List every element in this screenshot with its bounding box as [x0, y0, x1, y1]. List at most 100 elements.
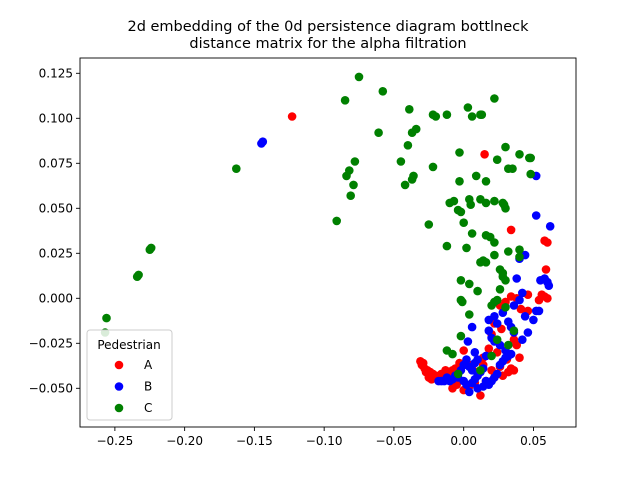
data-point [442, 241, 452, 251]
data-point [515, 295, 524, 305]
data-point [459, 346, 469, 355]
data-point [518, 288, 527, 298]
data-point [396, 157, 406, 166]
legend-marker [114, 382, 124, 391]
data-point [512, 340, 521, 350]
legend-box [86, 329, 173, 421]
data-point [439, 376, 449, 386]
data-point [490, 94, 499, 103]
data-point [499, 200, 509, 209]
data-point [346, 191, 356, 200]
data-point [490, 250, 499, 260]
data-point [484, 344, 494, 354]
data-point [449, 196, 459, 206]
data-point [354, 72, 364, 82]
data-point [458, 297, 467, 307]
data-point [342, 171, 351, 181]
legend-entry-A: A [114, 358, 153, 372]
data-point [403, 141, 413, 150]
data-point [492, 335, 502, 345]
data-point [466, 200, 476, 209]
data-point [480, 150, 489, 159]
data-point [340, 96, 350, 105]
legend-entries: ABC [114, 358, 153, 415]
data-point [516, 304, 526, 314]
data-point [455, 148, 464, 157]
data-point [492, 319, 502, 328]
data-point [544, 281, 554, 291]
y-axis: −0.050 −0.025 0.000 0.025 0.050 0.075 0.100 0.1… [29, 66, 80, 395]
data-point [442, 110, 452, 119]
data-point [504, 351, 513, 361]
data-point [495, 285, 505, 294]
data-point [504, 247, 513, 256]
data-point [515, 353, 524, 363]
data-point [543, 294, 552, 303]
data-point [258, 137, 268, 146]
legend-marker [114, 360, 124, 370]
data-point [476, 391, 485, 400]
y-tick-label: 0.000 [39, 291, 73, 305]
data-point [448, 384, 457, 393]
data-point [509, 366, 519, 375]
y-tick-label: 0.075 [39, 156, 73, 170]
y-tick-label: 0.025 [39, 246, 73, 260]
data-point [473, 286, 482, 296]
data-point [470, 348, 480, 357]
data-point [529, 315, 538, 325]
plot-area-points [100, 72, 555, 400]
data-point [501, 303, 510, 312]
y-tick-label: 0.125 [39, 66, 73, 80]
data-point [531, 211, 541, 220]
legend-title: Pedestrian [97, 338, 160, 352]
data-point [465, 387, 474, 397]
data-point [442, 346, 452, 355]
data-point [523, 328, 533, 337]
chart-title: 2d embedding of the 0d persistence diagr… [127, 19, 529, 52]
data-point [477, 110, 487, 119]
data-point [487, 351, 496, 361]
y-tick-label: −0.025 [29, 336, 73, 350]
legend-entry-B: B [114, 380, 152, 394]
data-point [456, 331, 466, 341]
data-point [102, 313, 111, 323]
x-tick-label: 0.00 [450, 434, 477, 448]
data-point [481, 177, 491, 186]
data-point [545, 222, 555, 231]
data-point [515, 245, 524, 254]
data-point [481, 198, 491, 208]
data-point [508, 164, 517, 173]
data-point [543, 238, 552, 247]
data-point [484, 315, 494, 325]
x-tick-label: 0.05 [520, 434, 547, 448]
y-tick-label: 0.050 [39, 201, 73, 215]
data-point [476, 366, 485, 375]
data-point [515, 150, 524, 159]
data-point [424, 220, 434, 229]
data-point [332, 216, 342, 226]
series-B [257, 137, 555, 397]
data-point [378, 87, 388, 96]
data-point [534, 295, 544, 305]
data-point [487, 301, 496, 310]
data-point [418, 358, 428, 368]
data-point [492, 369, 502, 379]
data-point [431, 112, 441, 121]
data-point [465, 310, 474, 319]
data-point [428, 162, 438, 172]
chart-title-line-2: distance matrix for the alpha filtration [189, 36, 466, 52]
data-point [232, 164, 241, 173]
legend-label: A [144, 358, 153, 372]
legend-entry-C: C [114, 401, 152, 415]
data-point [534, 306, 544, 316]
data-point [455, 177, 464, 186]
data-point [145, 245, 155, 254]
data-point [462, 243, 471, 253]
data-point [526, 169, 535, 179]
data-point [470, 358, 480, 368]
data-point [374, 128, 383, 137]
data-point [456, 276, 466, 285]
data-point [463, 337, 473, 346]
data-point [453, 369, 463, 379]
